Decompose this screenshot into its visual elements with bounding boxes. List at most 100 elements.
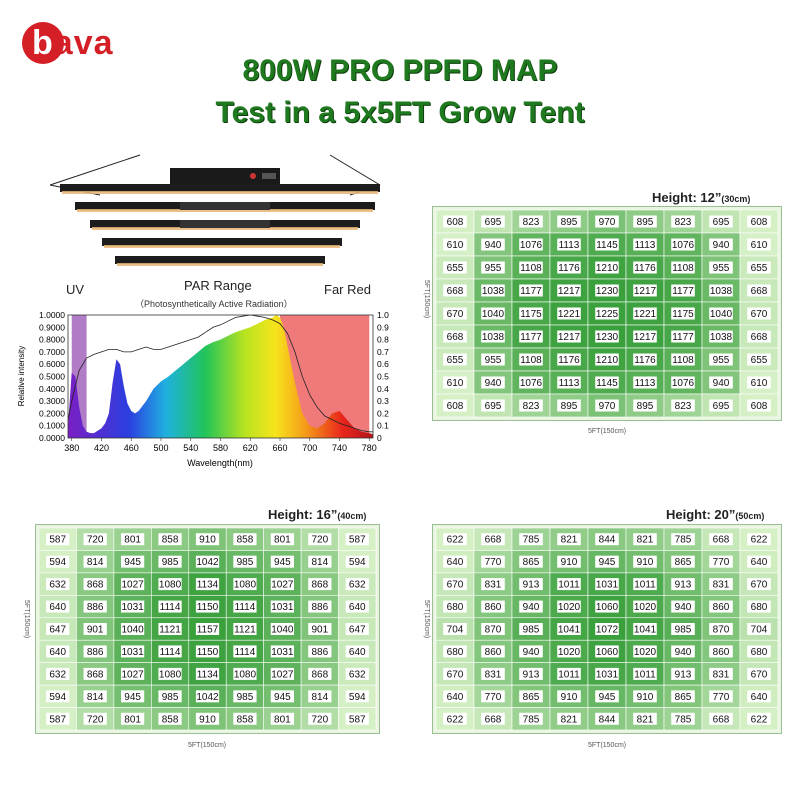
y-tick-label-left: 0.5000	[39, 372, 65, 382]
ppfd-value-label: 1121	[234, 625, 256, 636]
ppfd-value-box	[443, 555, 467, 568]
ppfd-value-box	[709, 600, 733, 613]
ppfd-value-label: 1011	[558, 669, 580, 680]
x-tick-label: 620	[243, 443, 258, 453]
ppfd-value-box	[195, 578, 220, 591]
ppfd-value-label: 940	[675, 602, 692, 613]
ppfd-value-label: 1080	[159, 669, 182, 680]
y-tick-label-left: 0.2000	[39, 408, 65, 418]
ppfd-value-label: 1040	[271, 625, 294, 636]
ppfd-value-box	[671, 353, 695, 366]
ppfd-value-box	[557, 600, 581, 613]
ppfd-value-box	[195, 533, 220, 546]
ppfd-value-box	[233, 623, 257, 635]
ppfd-value-label: 1076	[520, 240, 543, 251]
ppfd-value-box	[633, 533, 657, 546]
ppfd-value-box	[121, 600, 145, 613]
ppfd-value-label: 1041	[558, 625, 581, 636]
ppfd-value-label: 1080	[234, 669, 257, 680]
ppfd-value-box	[481, 238, 505, 251]
ppfd-value-label: 695	[485, 217, 502, 228]
ppfd-value-label: 865	[523, 557, 540, 568]
ppfd-value-label: 886	[87, 602, 104, 613]
ppfd-value-box	[595, 330, 619, 343]
ppfd-value-box	[709, 623, 733, 635]
ppfd-value-label: 940	[523, 602, 540, 613]
x-tick-label: 660	[272, 443, 287, 453]
ppfd-value-label: 668	[447, 332, 464, 343]
ppfd-value-box	[595, 555, 619, 568]
page-title: 800W PRO PPFD MAP	[242, 54, 558, 87]
ppfd-value-label: 785	[675, 535, 692, 546]
ppfd-value-label: 985	[523, 625, 540, 636]
ppfd-value-box	[671, 215, 695, 228]
ppfd-value-box	[519, 533, 543, 546]
ppfd-value-label: 1225	[596, 309, 619, 320]
ppfd-value-box	[83, 533, 107, 546]
logo-circle	[22, 22, 64, 64]
ppfd-value-label: 1038	[710, 286, 733, 297]
ppfd-value-box	[270, 623, 294, 635]
ppfd-value-label: 1114	[235, 602, 256, 613]
ppfd-value-box	[633, 667, 657, 680]
ppfd-value-label: 821	[561, 714, 578, 725]
ppfd-value-label: 814	[311, 557, 328, 568]
ppfd-value-box	[46, 712, 70, 725]
ppfd-value-box	[633, 623, 657, 635]
ppfd-value-label: 821	[637, 535, 654, 546]
ppfd-value-label: 865	[675, 557, 692, 568]
ppfd-value-box	[595, 376, 619, 389]
x-tick-label: 780	[362, 443, 377, 453]
ppfd-value-box	[671, 578, 695, 591]
ppfd-value-label: 1221	[558, 309, 581, 320]
ppfd-value-box	[233, 690, 257, 703]
ppfd-value-label: 695	[713, 217, 730, 228]
ppfd-value-label: 858	[162, 535, 179, 546]
ppfd-value-label: 1176	[634, 355, 656, 366]
ppfd-value-box	[633, 284, 657, 297]
ppfd-value-label: 1114	[160, 602, 181, 613]
ppfd-value-box	[345, 533, 369, 546]
ppfd-value-box	[519, 645, 543, 658]
y-tick-label-right: 1.0	[377, 310, 389, 320]
ppfd-value-label: 610	[447, 378, 464, 389]
ppfd-value-box	[308, 712, 332, 725]
ppfd-value-box	[443, 712, 467, 725]
ppfd-value-box	[709, 667, 733, 680]
ppfd-value-box	[747, 238, 771, 251]
ppfd-value-label: 622	[447, 535, 464, 546]
ppfd-value-box	[345, 578, 369, 591]
far-red-label: Far Red	[324, 282, 371, 297]
ppfd-value-label: 913	[675, 669, 692, 680]
ppfd-value-label: 640	[349, 647, 366, 658]
ppfd-value-label: 870	[713, 625, 730, 636]
ppfd-value-box	[519, 600, 543, 613]
ppfd-value-label: 945	[124, 557, 141, 568]
ppfd-value-label: 785	[523, 535, 540, 546]
ppfd-value-label: 1011	[558, 580, 580, 591]
ppfd-value-label: 955	[713, 263, 730, 274]
ppfd-value-label: 1177	[520, 286, 542, 297]
ppfd-value-box	[595, 645, 619, 658]
ppfd-value-box	[595, 261, 619, 274]
ppfd-value-label: 1134	[197, 580, 219, 591]
ppfd-value-box	[195, 690, 220, 703]
ppfd-value-label: 1031	[596, 580, 619, 591]
ppfd-value-label: 610	[751, 240, 768, 251]
ppfd-value-box	[671, 712, 695, 725]
ppfd-value-box	[595, 399, 619, 412]
ppfd-value-box	[519, 578, 543, 591]
ppfd-value-box	[709, 261, 733, 274]
ppfd-value-box	[46, 555, 70, 568]
ppfd-value-label: 1040	[710, 309, 733, 320]
ppfd-value-label: 858	[237, 714, 254, 725]
ppfd-value-box	[443, 261, 467, 274]
ppfd-value-box	[557, 330, 581, 343]
y-tick-label-right: 0.9	[377, 322, 389, 332]
ppfd-value-label: 945	[274, 557, 291, 568]
ppfd-value-label: 814	[87, 557, 104, 568]
ppfd-value-box	[345, 690, 369, 703]
ppfd-value-label: 720	[87, 714, 104, 725]
x-axis-label: Wavelength(nm)	[187, 458, 253, 468]
ppfd-value-label: 704	[447, 625, 464, 636]
